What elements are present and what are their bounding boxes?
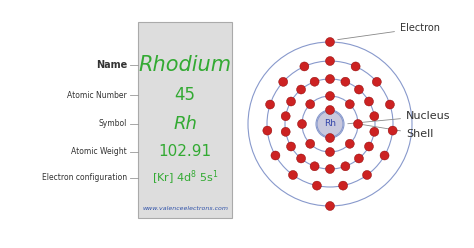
Circle shape	[306, 100, 315, 109]
Circle shape	[310, 77, 319, 86]
Circle shape	[300, 62, 309, 71]
Circle shape	[365, 142, 374, 151]
FancyBboxPatch shape	[138, 22, 232, 218]
Circle shape	[326, 74, 335, 84]
Text: Nucleus: Nucleus	[348, 111, 450, 124]
Text: www.valenceelectrons.com: www.valenceelectrons.com	[142, 206, 228, 211]
Circle shape	[286, 142, 295, 151]
Circle shape	[265, 100, 274, 109]
Text: Electron configuration: Electron configuration	[42, 174, 127, 183]
Text: Rh: Rh	[173, 115, 197, 133]
Circle shape	[380, 151, 389, 160]
Circle shape	[281, 127, 290, 136]
Circle shape	[388, 126, 397, 135]
Circle shape	[326, 105, 335, 115]
Text: Name: Name	[96, 60, 127, 70]
Circle shape	[370, 127, 379, 136]
Text: 102.91: 102.91	[158, 145, 211, 159]
Text: Atomic Weight: Atomic Weight	[71, 148, 127, 156]
Circle shape	[345, 100, 354, 109]
Circle shape	[312, 181, 321, 190]
Circle shape	[289, 170, 298, 180]
Circle shape	[263, 126, 272, 135]
Circle shape	[286, 97, 295, 106]
Circle shape	[338, 181, 347, 190]
Text: [Kr] 4d$^8$ 5s$^1$: [Kr] 4d$^8$ 5s$^1$	[152, 169, 218, 187]
Circle shape	[385, 100, 394, 109]
Circle shape	[326, 92, 335, 100]
Circle shape	[298, 120, 307, 128]
Text: 45: 45	[174, 86, 195, 104]
Circle shape	[271, 151, 280, 160]
Circle shape	[351, 62, 360, 71]
Circle shape	[297, 85, 306, 94]
Text: Rhodium: Rhodium	[138, 55, 232, 75]
Circle shape	[372, 77, 381, 86]
Text: Shell: Shell	[362, 124, 433, 139]
Circle shape	[310, 162, 319, 171]
Circle shape	[326, 164, 335, 174]
Text: Electron: Electron	[338, 23, 440, 40]
Circle shape	[326, 57, 335, 65]
Text: Atomic Number: Atomic Number	[67, 91, 127, 99]
Circle shape	[363, 170, 372, 180]
Circle shape	[326, 37, 335, 47]
Text: Symbol: Symbol	[99, 120, 127, 128]
Circle shape	[326, 201, 335, 211]
Circle shape	[341, 77, 350, 86]
Circle shape	[297, 154, 306, 163]
Circle shape	[355, 154, 364, 163]
Circle shape	[326, 148, 335, 156]
Circle shape	[317, 111, 343, 137]
Circle shape	[370, 112, 379, 121]
Circle shape	[354, 120, 363, 128]
Text: Rh: Rh	[324, 120, 336, 128]
Circle shape	[279, 77, 288, 86]
Circle shape	[355, 85, 364, 94]
Circle shape	[345, 139, 354, 148]
Circle shape	[326, 133, 335, 143]
Circle shape	[281, 112, 290, 121]
Circle shape	[341, 162, 350, 171]
Circle shape	[365, 97, 374, 106]
Circle shape	[306, 139, 315, 148]
